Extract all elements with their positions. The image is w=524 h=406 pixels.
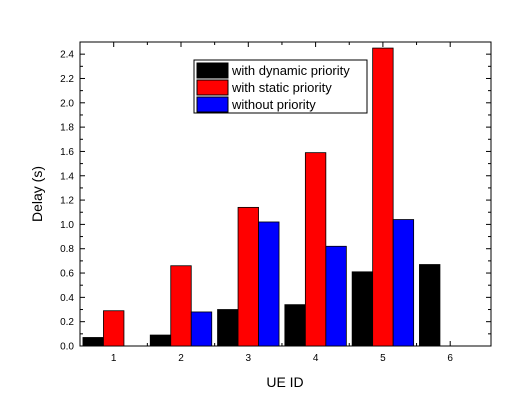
x-tick-label: 2 [178, 353, 184, 364]
bar-dynamic-priority [284, 304, 306, 347]
legend-swatch-dynamic [196, 62, 229, 79]
bars-group [82, 47, 441, 347]
y-tick-label: 0.2 [60, 317, 74, 328]
bar-static-priority [372, 47, 394, 347]
bar-without-priority [258, 221, 280, 347]
bar-dynamic-priority [217, 309, 239, 347]
bar-dynamic-priority [351, 271, 374, 347]
y-tick-label: 0.8 [60, 244, 74, 255]
y-tick-label: 1.8 [60, 123, 74, 134]
x-tick-label: 1 [111, 353, 117, 364]
x-tick-label: 3 [246, 353, 252, 364]
y-tick-label: 2.2 [60, 74, 74, 85]
x-tick-label: 6 [447, 353, 453, 364]
y-tick-label: 1.4 [60, 171, 74, 182]
y-axis-title: Delay (s) [29, 166, 45, 222]
bar-without-priority [325, 245, 347, 347]
legend-label-dynamic: with dynamic priority [231, 63, 350, 78]
legend-label-static: with static priority [231, 80, 332, 95]
bar-static-priority [304, 152, 327, 347]
legend-swatch-without [196, 96, 229, 113]
legend: with dynamic priority with static priori… [193, 59, 368, 114]
y-tick-label: 2.4 [60, 50, 74, 61]
y-tick-label: 1.6 [60, 147, 74, 158]
y-tick-label: 2.0 [60, 98, 74, 109]
y-tick-label: 1.2 [60, 196, 74, 207]
y-tick-label: 0.0 [60, 342, 74, 353]
bar-without-priority [190, 311, 213, 347]
x-tick-label: 4 [313, 353, 319, 364]
x-tick-label: 5 [380, 353, 386, 364]
legend-label-without: without priority [231, 97, 316, 112]
y-tick-label: 0.4 [60, 293, 74, 304]
bar-dynamic-priority [82, 337, 104, 347]
y-tick-label: 0.6 [60, 269, 74, 280]
bar-static-priority [170, 265, 192, 347]
bar-without-priority [392, 219, 415, 347]
bar-static-priority [103, 310, 125, 347]
legend-swatch-static [196, 79, 229, 96]
bar-dynamic-priority [419, 264, 441, 347]
y-tick-label: 1.0 [60, 220, 74, 231]
y-axis: 0.0 0.2 0.4 0.6 0.8 1.0 1.2 1.4 1.6 1.8 2.0 2.2 2.4 [60, 50, 491, 353]
bar-static-priority [237, 206, 259, 347]
bar-dynamic-priority [149, 334, 172, 347]
x-axis-title: UE ID [266, 374, 303, 390]
